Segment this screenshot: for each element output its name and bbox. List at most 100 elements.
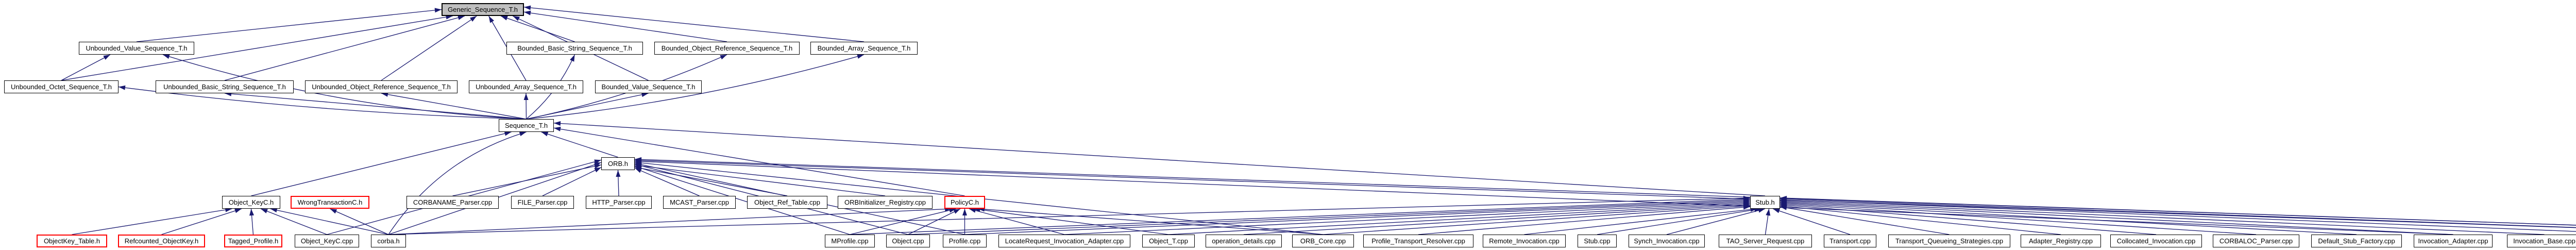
edge — [61, 15, 453, 81]
edge — [1597, 208, 1761, 235]
node-ORB.h[interactable]: ORB.h — [601, 157, 635, 170]
edge — [908, 208, 961, 235]
node-Remote_Invocation.cpp[interactable]: Remote_Invocation.cpp — [1483, 235, 1566, 247]
edge-arrowhead — [554, 121, 561, 126]
graph-node-label: ObjectKey_Table.h — [43, 237, 100, 245]
edge-arrowhead — [501, 16, 508, 21]
edge — [634, 168, 700, 196]
node-Tagged_Profile.h[interactable]: Tagged_Profile.h — [224, 235, 282, 247]
graph-node-label: WrongTransactionC.h — [297, 198, 363, 206]
node-Default_Stub_Factory.cpp[interactable]: Default_Stub_Factory.cpp — [2311, 235, 2402, 247]
graph-node-label: LocateRequest_Invocation_Adapter.cpp — [1005, 237, 1124, 245]
edge-arrowhead — [1743, 205, 1750, 210]
node-Refcounted_ObjectKey.h[interactable]: Refcounted_ObjectKey.h — [118, 235, 205, 247]
node-ORB_Core.cpp[interactable]: ORB_Core.cpp — [1292, 235, 1354, 247]
graph-node-label: corba.h — [377, 237, 400, 245]
edge — [850, 198, 1751, 235]
edge — [224, 93, 527, 120]
graph-node-label: Unbounded_Array_Sequence_T.h — [476, 83, 577, 91]
edge — [224, 15, 465, 81]
node-Stub.cpp[interactable]: Stub.cpp — [1578, 235, 1617, 247]
node-corba.h[interactable]: corba.h — [371, 235, 406, 247]
node-Unbounded_Octet_Sequence_T.h[interactable]: Unbounded_Octet_Sequence_T.h — [4, 80, 118, 93]
edge — [260, 208, 327, 235]
graph-node-label: Refcounted_ObjectKey.h — [124, 237, 199, 245]
graph-node-label: Unbounded_Value_Sequence_T.h — [86, 44, 188, 52]
node-Bounded_Value_Sequence_T.h[interactable]: Bounded_Value_Sequence_T.h — [595, 80, 702, 93]
edge-arrowhead — [1773, 208, 1780, 213]
node-Object.cpp[interactable]: Object.cpp — [886, 235, 930, 247]
node-Profile_Transport_Resolver.cpp[interactable]: Profile_Transport_Resolver.cpp — [1363, 235, 1473, 247]
node-Generic_Sequence_T.h[interactable]: Generic_Sequence_T.h — [442, 3, 524, 16]
node-CORBALOC_Parser.cpp[interactable]: CORBALOC_Parser.cpp — [2213, 235, 2299, 247]
node-Transport.cpp[interactable]: Transport.cpp — [1824, 235, 1876, 247]
node-Transport_Queueing_Strategies.cpp[interactable]: Transport_Queueing_Strategies.cpp — [1888, 235, 2010, 247]
node-Invocation_Adapter.cpp[interactable]: Invocation_Adapter.cpp — [2414, 235, 2493, 247]
edge-arrowhead — [1758, 208, 1765, 213]
node-Synch_Invocation.cpp[interactable]: Synch_Invocation.cpp — [1629, 235, 1705, 247]
node-WrongTransactionC.h[interactable]: WrongTransactionC.h — [291, 196, 369, 209]
edge-arrowhead — [118, 85, 126, 90]
node-Unbounded_Basic_String_Sequence_T.h[interactable]: Unbounded_Basic_String_Sequence_T.h — [156, 80, 294, 93]
node-Object_KeyC.cpp[interactable]: Object_KeyC.cpp — [295, 235, 359, 247]
edge-arrowhead — [330, 209, 337, 214]
node-MProfile.cpp[interactable]: MProfile.cpp — [825, 235, 875, 247]
node-Object_Ref_Table.cpp[interactable]: Object_Ref_Table.cpp — [747, 196, 827, 209]
graph-node-label: Default_Stub_Factory.cpp — [2318, 237, 2395, 245]
node-Adapter_Registry.cpp[interactable]: Adapter_Registry.cpp — [2021, 235, 2101, 247]
edge-arrowhead — [594, 164, 601, 169]
node-ObjectKey_Table.h[interactable]: ObjectKey_Table.h — [37, 235, 107, 247]
edge-arrowhead — [1780, 205, 1787, 210]
graph-node-label: Object_KeyC.cpp — [300, 237, 353, 245]
node-PolicyC.h[interactable]: PolicyC.h — [944, 196, 985, 209]
edge-arrowhead — [270, 208, 278, 213]
node-ORBInitializer_Registry.cpp[interactable]: ORBInitializer_Registry.cpp — [838, 196, 933, 209]
edge-arrowhead — [524, 10, 531, 15]
graph-node-label: Unbounded_Basic_String_Sequence_T.h — [163, 83, 286, 91]
node-Bounded_Array_Sequence_T.h[interactable]: Bounded_Array_Sequence_T.h — [810, 42, 918, 55]
node-Bounded_Object_Reference_Sequence_T.h[interactable]: Bounded_Object_Reference_Sequence_T.h — [654, 42, 800, 55]
node-LocateRequest_Invocation_Adapter.cpp[interactable]: LocateRequest_Invocation_Adapter.cpp — [998, 235, 1130, 247]
node-CORBANAME_Parser.cpp[interactable]: CORBANAME_Parser.cpp — [406, 196, 499, 209]
node-operation_details.cpp[interactable]: operation_details.cpp — [1206, 235, 1282, 247]
node-Profile.cpp[interactable]: Profile.cpp — [943, 235, 987, 247]
graph-node-label: Synch_Invocation.cpp — [1634, 237, 1700, 245]
node-Unbounded_Array_Sequence_T.h[interactable]: Unbounded_Array_Sequence_T.h — [469, 80, 583, 93]
node-Unbounded_Object_Reference_Sequence_T.h[interactable]: Unbounded_Object_Reference_Sequence_T.h — [305, 80, 457, 93]
node-Object_KeyC.h[interactable]: Object_KeyC.h — [222, 196, 280, 209]
graph-node-label: Collocated_Invocation.cpp — [2116, 237, 2196, 245]
edge-arrowhead — [948, 208, 956, 213]
node-Object_T.cpp[interactable]: Object_T.cpp — [1142, 235, 1195, 247]
node-Unbounded_Value_Sequence_T.h[interactable]: Unbounded_Value_Sequence_T.h — [79, 42, 194, 55]
graph-node-label: FILE_Parser.cpp — [517, 198, 568, 206]
node-Bounded_Basic_String_Sequence_T.h[interactable]: Bounded_Basic_String_Sequence_T.h — [506, 42, 643, 55]
graph-node-label: CORBANAME_Parser.cpp — [413, 198, 493, 206]
node-Stub.h[interactable]: Stub.h — [1750, 196, 1780, 209]
edge — [973, 208, 1169, 235]
graph-node-label: Object.cpp — [892, 237, 924, 245]
edge — [634, 166, 788, 196]
edge — [1780, 202, 2357, 235]
node-HTTP_Parser.cpp[interactable]: HTTP_Parser.cpp — [586, 196, 652, 209]
graph-node-label: Bounded_Array_Sequence_T.h — [817, 44, 911, 52]
edge — [381, 93, 527, 120]
graph-node-label: Unbounded_Octet_Sequence_T.h — [11, 83, 112, 91]
graph-node-label: Profile.cpp — [948, 237, 981, 245]
node-Collocated_Invocation.cpp[interactable]: Collocated_Invocation.cpp — [2110, 235, 2202, 247]
edge-arrowhead — [524, 5, 531, 10]
edge — [908, 199, 1751, 235]
edge — [1780, 204, 2157, 235]
edge — [1418, 206, 1751, 235]
edge-arrowhead — [261, 209, 268, 213]
node-MCAST_Parser.cpp[interactable]: MCAST_Parser.cpp — [663, 196, 736, 209]
edge-arrowhead — [488, 16, 495, 23]
node-Sequence_T.h[interactable]: Sequence_T.h — [499, 119, 554, 132]
edge — [61, 54, 111, 81]
edge — [1780, 198, 2576, 228]
node-TAO_Server_Request.cpp[interactable]: TAO_Server_Request.cpp — [1719, 235, 1812, 247]
node-Invocation_Base.cpp[interactable]: Invocation_Base.cpp — [2507, 235, 2576, 247]
edge — [1666, 208, 1766, 235]
node-FILE_Parser.cpp[interactable]: FILE_Parser.cpp — [511, 196, 574, 209]
